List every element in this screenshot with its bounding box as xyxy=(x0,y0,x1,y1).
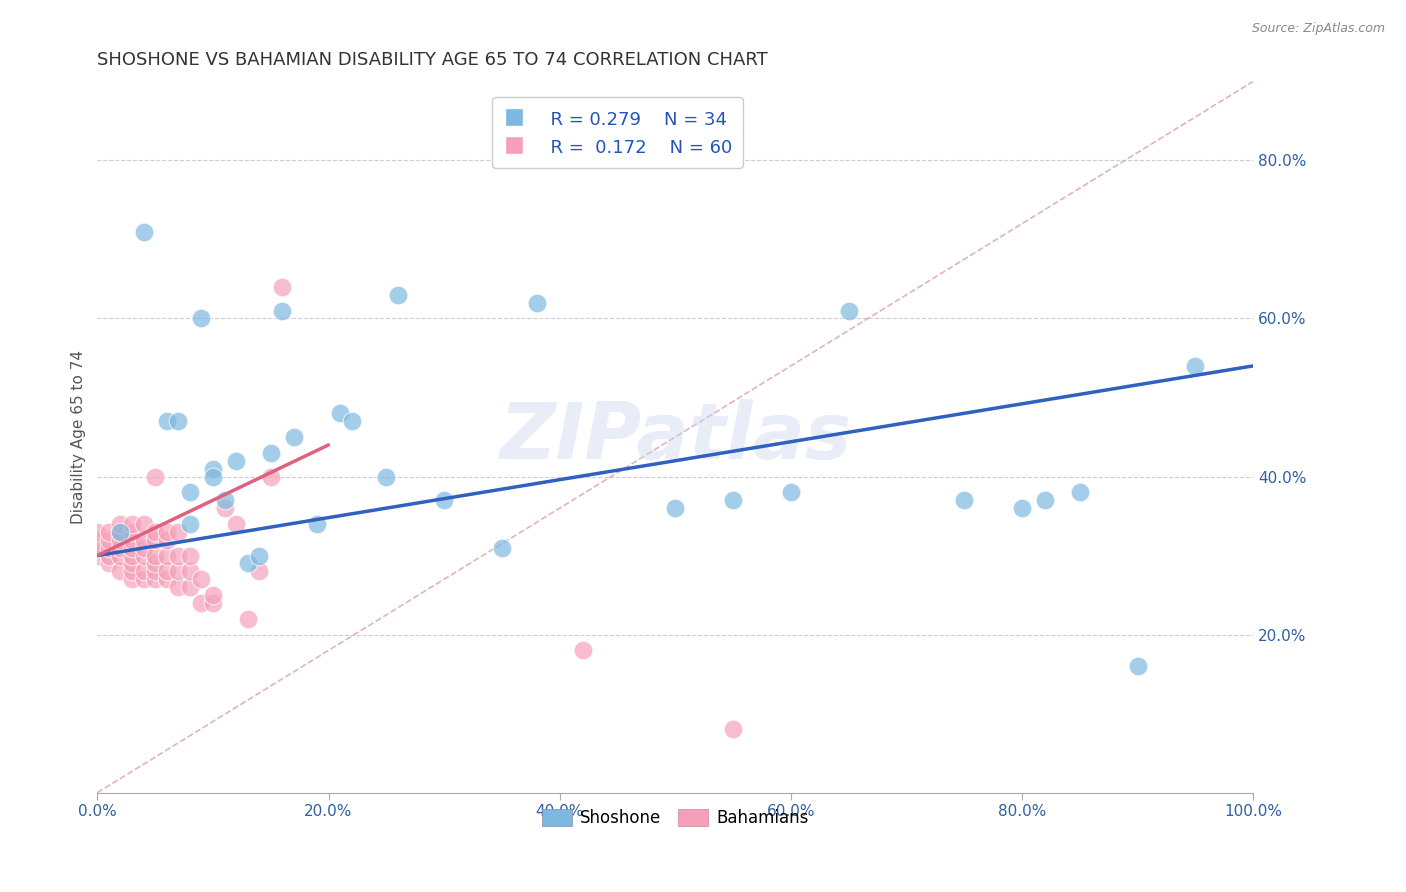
Point xyxy=(132,565,155,579)
Point xyxy=(201,469,224,483)
Point xyxy=(201,588,224,602)
Point xyxy=(110,516,132,531)
Point xyxy=(201,461,224,475)
Point xyxy=(167,580,190,594)
Point xyxy=(110,565,132,579)
Point xyxy=(121,533,143,547)
Point xyxy=(156,572,179,586)
Point xyxy=(167,565,190,579)
Point xyxy=(167,414,190,428)
Y-axis label: Disability Age 65 to 74: Disability Age 65 to 74 xyxy=(72,350,86,524)
Point xyxy=(375,469,398,483)
Point xyxy=(167,524,190,539)
Point xyxy=(664,501,686,516)
Point xyxy=(179,565,201,579)
Point xyxy=(179,580,201,594)
Point xyxy=(190,596,212,610)
Point xyxy=(156,524,179,539)
Point xyxy=(132,516,155,531)
Point xyxy=(143,469,166,483)
Point xyxy=(97,533,120,547)
Point xyxy=(305,516,328,531)
Point xyxy=(110,524,132,539)
Point xyxy=(491,541,513,555)
Point xyxy=(201,596,224,610)
Point xyxy=(97,557,120,571)
Point xyxy=(260,446,283,460)
Point xyxy=(780,485,803,500)
Point xyxy=(156,533,179,547)
Point xyxy=(110,524,132,539)
Point xyxy=(156,565,179,579)
Point xyxy=(179,485,201,500)
Point xyxy=(110,549,132,563)
Point xyxy=(156,549,179,563)
Point xyxy=(86,524,108,539)
Point xyxy=(1033,493,1056,508)
Point xyxy=(110,541,132,555)
Point xyxy=(143,524,166,539)
Point xyxy=(247,549,270,563)
Point xyxy=(225,453,247,467)
Point xyxy=(433,493,456,508)
Text: Source: ZipAtlas.com: Source: ZipAtlas.com xyxy=(1251,22,1385,36)
Point xyxy=(271,280,294,294)
Point xyxy=(1184,359,1206,373)
Point xyxy=(271,303,294,318)
Point xyxy=(110,533,132,547)
Point xyxy=(121,541,143,555)
Point xyxy=(572,643,595,657)
Point xyxy=(721,723,744,737)
Point xyxy=(236,612,259,626)
Point xyxy=(190,311,212,326)
Point xyxy=(143,533,166,547)
Point xyxy=(121,516,143,531)
Point xyxy=(132,533,155,547)
Point xyxy=(179,549,201,563)
Point xyxy=(225,516,247,531)
Point xyxy=(190,572,212,586)
Point xyxy=(143,549,166,563)
Point xyxy=(838,303,860,318)
Point xyxy=(1011,501,1033,516)
Point xyxy=(86,533,108,547)
Point xyxy=(97,549,120,563)
Text: ZIPatlas: ZIPatlas xyxy=(499,399,852,475)
Point xyxy=(121,565,143,579)
Point xyxy=(121,572,143,586)
Point xyxy=(86,549,108,563)
Point xyxy=(121,524,143,539)
Point xyxy=(340,414,363,428)
Point xyxy=(329,406,352,420)
Point xyxy=(121,557,143,571)
Point xyxy=(132,225,155,239)
Point xyxy=(143,565,166,579)
Point xyxy=(953,493,976,508)
Point xyxy=(179,516,201,531)
Point xyxy=(132,572,155,586)
Point xyxy=(143,572,166,586)
Point xyxy=(97,524,120,539)
Point xyxy=(526,295,548,310)
Point xyxy=(214,493,236,508)
Point xyxy=(721,493,744,508)
Legend: Shoshone, Bahamians: Shoshone, Bahamians xyxy=(536,803,815,834)
Point xyxy=(214,501,236,516)
Point xyxy=(143,557,166,571)
Point xyxy=(387,287,409,301)
Point xyxy=(283,430,305,444)
Point xyxy=(260,469,283,483)
Point xyxy=(86,541,108,555)
Point xyxy=(1069,485,1091,500)
Point xyxy=(156,414,179,428)
Point xyxy=(121,549,143,563)
Point xyxy=(167,549,190,563)
Point xyxy=(132,549,155,563)
Text: SHOSHONE VS BAHAMIAN DISABILITY AGE 65 TO 74 CORRELATION CHART: SHOSHONE VS BAHAMIAN DISABILITY AGE 65 T… xyxy=(97,51,768,69)
Point xyxy=(236,557,259,571)
Point xyxy=(1126,659,1149,673)
Point xyxy=(97,541,120,555)
Point xyxy=(247,565,270,579)
Point xyxy=(132,541,155,555)
